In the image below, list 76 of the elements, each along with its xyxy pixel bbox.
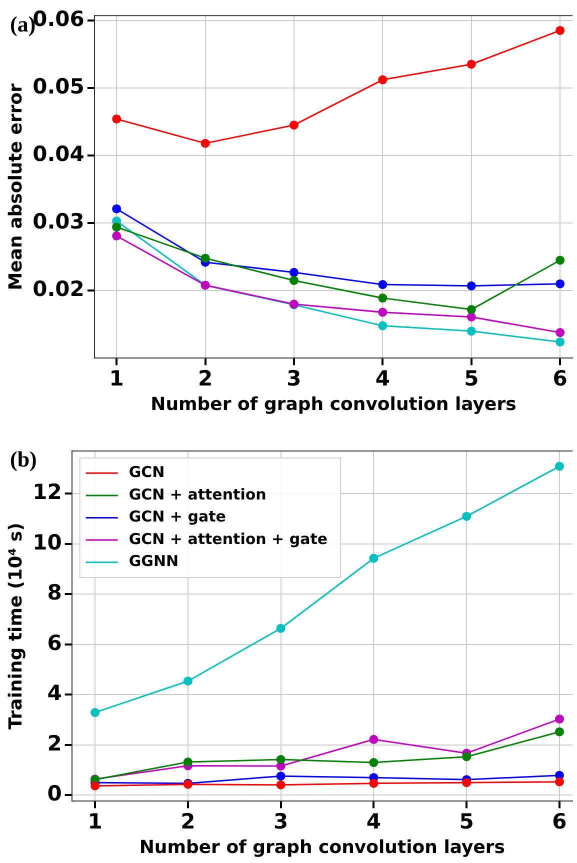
x-tick-label: 6 (552, 809, 567, 834)
point (556, 279, 565, 288)
x-tick-label: 5 (464, 366, 479, 390)
point (369, 554, 378, 563)
legend-label: GGNN (128, 552, 179, 570)
point (378, 280, 388, 290)
y-tick-label: 8 (47, 580, 62, 605)
x-tick-label: 1 (109, 366, 124, 390)
x-tick-label: 4 (375, 366, 390, 390)
point (183, 758, 192, 767)
point (200, 254, 210, 263)
x-tick-label: 4 (366, 809, 382, 834)
y-tick-label: 0 (47, 782, 62, 806)
y-tick-label: 10 (32, 530, 62, 554)
point (200, 138, 210, 148)
point (378, 75, 388, 84)
legend-label: GCN + attention (128, 485, 266, 504)
point (466, 326, 476, 336)
point (378, 308, 388, 317)
point (556, 26, 565, 35)
point (378, 294, 388, 303)
point (554, 714, 564, 724)
point (276, 780, 286, 790)
y-tick-label: 2 (47, 731, 62, 756)
text: (b) (10, 446, 37, 472)
point (183, 676, 192, 686)
point (289, 268, 298, 277)
point (289, 276, 298, 285)
y-tick-label: 0.03 (32, 210, 84, 234)
point (462, 752, 472, 762)
point (462, 778, 472, 788)
point (466, 60, 476, 69)
point (276, 755, 286, 764)
point (466, 281, 476, 290)
x-axis-title: Number of graph convolution layers (139, 836, 505, 858)
y-tick-label: 0.05 (32, 74, 84, 98)
point (556, 328, 565, 338)
legend-label: GCN + attention + gate (128, 530, 328, 548)
y-tick-label: 0.02 (32, 277, 84, 302)
point (112, 222, 122, 232)
y-axis-title: Training time (10⁴ s) (5, 522, 26, 730)
point (554, 462, 564, 471)
x-tick-label: 3 (274, 809, 288, 834)
x-tick-label: 6 (552, 366, 568, 390)
x-axis-title: Number of graph convolution layers (150, 394, 516, 415)
point (466, 305, 476, 314)
y-axis-title: Mean absolute error (5, 83, 26, 290)
point (378, 321, 388, 330)
x-tick-label: 2 (198, 366, 213, 390)
point (112, 231, 122, 240)
y-tick-label: 0.04 (32, 142, 84, 166)
x-tick-label: 1 (88, 809, 102, 834)
point (112, 204, 122, 214)
point (369, 734, 378, 744)
point (276, 624, 286, 633)
point (556, 337, 565, 346)
point (369, 778, 378, 788)
y-tick-label: 12 (32, 480, 62, 504)
point (369, 758, 378, 768)
x-tick-label: 2 (180, 809, 196, 834)
point (466, 312, 476, 322)
point (90, 708, 100, 718)
point (554, 727, 564, 736)
x-tick-label: 3 (286, 366, 302, 390)
point (112, 114, 122, 124)
x-tick-label: 5 (459, 809, 474, 834)
legend-label: GCN (128, 463, 165, 482)
legend-label: GCN + gate (128, 508, 226, 526)
y-tick-label: 4 (47, 681, 62, 706)
point (90, 781, 100, 790)
point (462, 512, 472, 521)
point (276, 772, 286, 781)
point (556, 256, 565, 265)
point (554, 777, 564, 786)
y-tick-label: 6 (47, 630, 62, 655)
point (289, 120, 298, 130)
